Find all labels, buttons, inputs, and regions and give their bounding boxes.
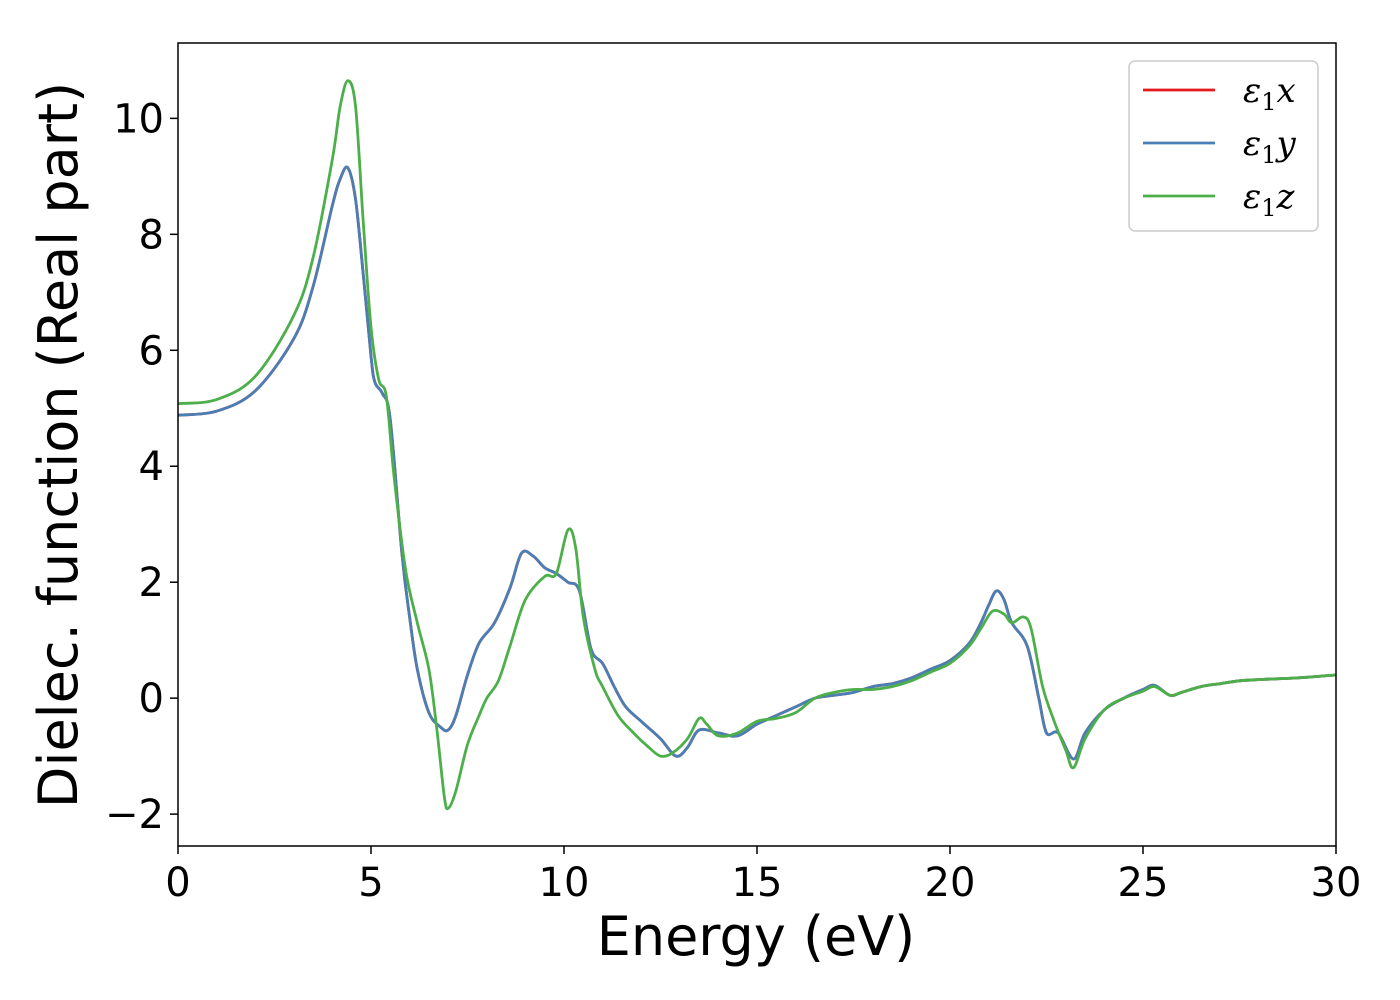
x-tick-label: 20: [925, 860, 976, 906]
x-tick-label: 25: [1118, 860, 1169, 906]
y-tick-label: 2: [139, 560, 164, 606]
y-tick-label: 4: [139, 444, 164, 490]
y-tick-label: 6: [139, 328, 164, 374]
series-layer: [177, 79, 1337, 811]
x-tick-label: 5: [358, 860, 383, 906]
legend: ε1x ε1y ε1z: [1128, 60, 1319, 232]
x-tick-label: 15: [732, 860, 783, 906]
y-tick-label: 8: [139, 212, 164, 258]
legend-frame: [1128, 60, 1319, 232]
legend-label-x: ε1x: [1243, 71, 1296, 116]
x-tick-label: 10: [539, 860, 590, 906]
y-axis-ticks: −2 0 2 4 6 8 10: [105, 96, 178, 838]
x-tick-label: 30: [1311, 860, 1362, 906]
y-axis-label: Dielec. function (Real part): [27, 82, 90, 808]
x-axis-label: Energy (eV): [597, 905, 916, 968]
series-line-z: [177, 79, 1337, 811]
x-tick-label: 0: [165, 860, 190, 906]
y-tick-label: 0: [139, 676, 164, 722]
legend-label-z: ε1z: [1243, 177, 1296, 222]
x-axis-ticks: 0 5 10 15 20 25 30: [165, 846, 1361, 906]
series-line-y: [177, 165, 1337, 761]
y-tick-label: −2: [105, 792, 164, 838]
legend-label-y: ε1y: [1243, 124, 1297, 169]
series-line-x: [177, 165, 1337, 761]
y-tick-label: 10: [113, 96, 164, 142]
